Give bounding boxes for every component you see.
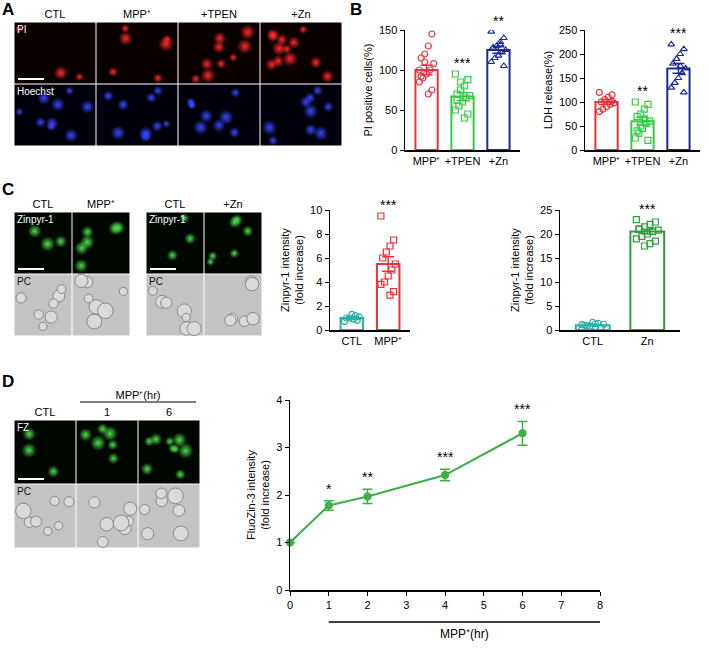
svg-text:MPP⁺: MPP⁺ — [593, 155, 621, 167]
svg-text:+TPEN: +TPEN — [445, 155, 481, 167]
svg-text:200: 200 — [559, 48, 577, 60]
svg-text:**: ** — [362, 469, 373, 485]
svg-text:CTL: CTL — [35, 406, 56, 418]
svg-text:2: 2 — [364, 599, 370, 611]
svg-text:50: 50 — [385, 104, 397, 116]
svg-text:MPP⁺: MPP⁺ — [413, 155, 441, 167]
svg-text:CTL: CTL — [33, 198, 54, 210]
svg-text:+Zn: +Zn — [291, 8, 310, 20]
svg-text:250: 250 — [559, 24, 577, 36]
svg-text:***: *** — [670, 25, 687, 41]
svg-text:Zn: Zn — [641, 335, 654, 347]
svg-text:1: 1 — [104, 406, 110, 418]
svg-text:4: 4 — [442, 599, 448, 611]
svg-text:*: * — [326, 481, 332, 497]
svg-text:LDH release(%): LDH release(%) — [542, 51, 554, 129]
svg-text:0: 0 — [287, 599, 293, 611]
svg-text:100: 100 — [379, 64, 397, 76]
html-text:C: C — [2, 180, 15, 199]
svg-text:PC: PC — [17, 486, 31, 497]
svg-text:***: *** — [437, 449, 454, 465]
svg-text:25: 25 — [540, 204, 552, 216]
svg-text:1: 1 — [276, 536, 282, 548]
svg-text:Zinpyr-1 intensity(fold increa: Zinpyr-1 intensity(fold increase) — [279, 228, 305, 312]
svg-text:8: 8 — [316, 228, 322, 240]
svg-text:PI: PI — [17, 24, 26, 35]
svg-text:CTL: CTL — [165, 198, 186, 210]
svg-text:***: *** — [639, 201, 656, 217]
svg-text:CTL: CTL — [341, 335, 362, 347]
svg-text:***: *** — [514, 401, 531, 417]
svg-text:10: 10 — [310, 204, 322, 216]
svg-text:3: 3 — [276, 441, 282, 453]
svg-text:Hoechst: Hoechst — [17, 86, 54, 97]
svg-text:150: 150 — [379, 24, 397, 36]
svg-text:3: 3 — [403, 599, 409, 611]
svg-text:15: 15 — [540, 252, 552, 264]
svg-text:***: *** — [380, 197, 397, 213]
svg-text:100: 100 — [559, 96, 577, 108]
svg-text:Zinpyr-1: Zinpyr-1 — [149, 214, 186, 225]
svg-text:MPP⁺: MPP⁺ — [87, 198, 115, 210]
svg-text:10: 10 — [540, 276, 552, 288]
svg-text:PC: PC — [17, 276, 31, 287]
svg-text:***: *** — [454, 55, 471, 71]
svg-text:CTL: CTL — [45, 8, 66, 20]
svg-text:8: 8 — [597, 599, 603, 611]
svg-text:0: 0 — [546, 324, 552, 336]
svg-text:PC: PC — [149, 276, 163, 287]
svg-text:6: 6 — [166, 406, 172, 418]
svg-text:1: 1 — [326, 599, 332, 611]
svg-text:+Zn: +Zn — [669, 155, 688, 167]
svg-text:MPP⁺(hr): MPP⁺(hr) — [116, 389, 161, 401]
html-text:B: B — [350, 0, 363, 19]
svg-text:CTL: CTL — [582, 335, 603, 347]
svg-text:0: 0 — [391, 144, 397, 156]
svg-text:+Zn: +Zn — [489, 155, 508, 167]
svg-text:+Zn: +Zn — [223, 198, 242, 210]
svg-text:6: 6 — [519, 599, 525, 611]
svg-text:4: 4 — [276, 394, 282, 406]
svg-text:50: 50 — [565, 120, 577, 132]
svg-text:Zinpyr-1: Zinpyr-1 — [17, 214, 54, 225]
svg-text:150: 150 — [559, 72, 577, 84]
svg-text:FZ: FZ — [17, 422, 29, 433]
svg-text:2: 2 — [276, 489, 282, 501]
svg-text:0: 0 — [571, 144, 577, 156]
svg-text:5: 5 — [481, 599, 487, 611]
svg-text:7: 7 — [558, 599, 564, 611]
svg-text:2: 2 — [316, 300, 322, 312]
svg-text:**: ** — [493, 13, 504, 29]
svg-text:MPP⁺: MPP⁺ — [123, 8, 151, 20]
html-text:D: D — [2, 372, 15, 391]
svg-text:MPP⁺(hr): MPP⁺(hr) — [440, 627, 489, 641]
svg-text:+TPEN: +TPEN — [201, 8, 237, 20]
svg-text:5: 5 — [546, 300, 552, 312]
svg-text:6: 6 — [316, 252, 322, 264]
svg-text:4: 4 — [316, 276, 322, 288]
svg-text:MPP⁺: MPP⁺ — [374, 335, 402, 347]
svg-text:PI positive cells(%): PI positive cells(%) — [362, 44, 374, 137]
svg-text:**: ** — [637, 83, 648, 99]
svg-text:Zinpyr-1 intensity(fold increa: Zinpyr-1 intensity(fold increase) — [509, 228, 535, 312]
svg-text:+TPEN: +TPEN — [625, 155, 661, 167]
svg-text:20: 20 — [540, 228, 552, 240]
svg-text:0: 0 — [276, 584, 282, 596]
html-text:A: A — [2, 0, 15, 19]
svg-text:FluoZin-3 intensity(fold incre: FluoZin-3 intensity(fold increase) — [245, 450, 271, 540]
svg-text:0: 0 — [316, 324, 322, 336]
